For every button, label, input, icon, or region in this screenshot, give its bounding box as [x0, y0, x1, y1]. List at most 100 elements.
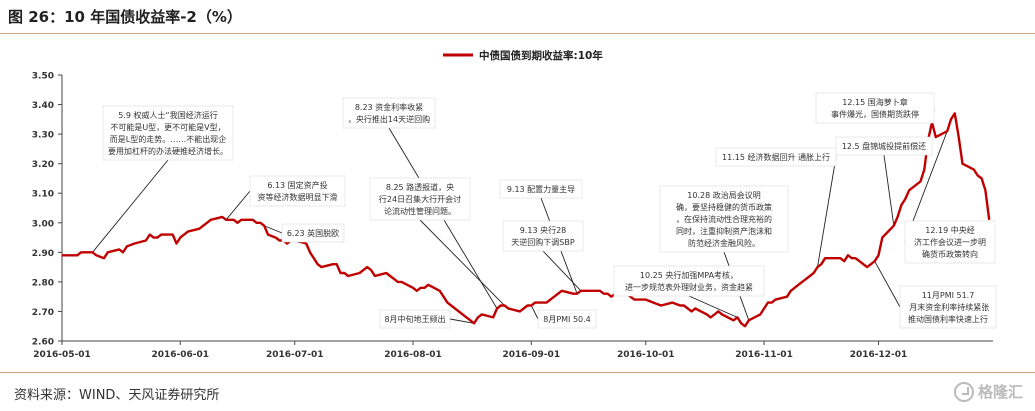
annotation-text: 11月PMI 51.7 月末资金利率持续紧张推动国债利率快速上行 [907, 291, 990, 324]
annotation-text: 8.23 资金利率收紧 ，央行推出14天逆回购 [348, 102, 430, 124]
annotation-line: 11月PMI 51.7 [922, 291, 975, 300]
annotation-leader [688, 295, 738, 318]
annotation-line: 9.13 央行28 [520, 225, 567, 235]
title-divider [0, 33, 1035, 34]
annotation-line: 事件爆光，国债期货跌停 [831, 109, 919, 119]
annotation-leader [883, 154, 895, 226]
annotation-text: 6.23 英国脱欧 [287, 228, 339, 238]
y-tick-label: 2.90 [32, 249, 54, 259]
annotation-line: 6.13 固定资产投 [267, 180, 327, 190]
annotation-text: 8月PMI 50.4 [543, 315, 591, 324]
x-tick-label: 2016-12-01 [850, 350, 908, 360]
annotation-line: 5.9 权威人士“我国经济运行 [118, 110, 217, 120]
annotation-leaders [92, 107, 948, 324]
annotation-line: 10.28 政治局会议明 [687, 190, 760, 200]
annotation-box [502, 220, 584, 252]
annotation-leader [92, 159, 169, 253]
annotation-leader [817, 156, 837, 268]
annotation-leader [530, 305, 539, 320]
line-chart: 2.60 2.70 2.80 2.90 3.00 3.10 3.20 3.30 3.40 3.50… [32, 49, 997, 360]
annotation-box [715, 147, 837, 167]
annotation-box [342, 97, 436, 129]
y-tick-label: 2.70 [32, 308, 54, 318]
y-tick-label: 3.30 [32, 131, 54, 141]
y-tick-label: 2.80 [32, 278, 54, 288]
x-tick-label: 2016-05-01 [33, 350, 91, 360]
annotation-box [379, 309, 451, 329]
annotation-box [613, 265, 765, 297]
annotation-line: 论流动性管理问题。 [384, 206, 456, 216]
annotation-line: ，央行推出14天逆回购 [348, 114, 430, 124]
x-tick-label: 2016-09-01 [503, 350, 561, 360]
annotation-box [815, 92, 935, 124]
annotation-box [899, 285, 997, 329]
annotation-line: 而是L型的走势。……不能出现企 [110, 134, 226, 144]
annotation-line: 8.25 路透报道，央 [386, 182, 454, 192]
annotation-text: 10.28 政治局会议明确，要坚持稳健的货币政策 ，在保持流动性合理充裕的同时，注… [676, 190, 772, 248]
annotation-line: 9.13 配置力量主导 [507, 184, 575, 194]
annotation-line: 不可能是U型，更不可能是V型， [110, 122, 225, 132]
annotation-line: ，在保持流动性合理充裕的 [676, 214, 772, 224]
annotation-text: 10.25 央行加强MPA考核， 进一步规范表外理财业务，资金趋紧 [625, 270, 753, 292]
annotation-line: 8.23 资金利率收紧 [355, 102, 423, 112]
annotation-line: 防范经济金融风险。 [688, 238, 760, 248]
annotation-line: 推动国债利率快速上行 [908, 314, 988, 324]
y-tick-label: 3.10 [32, 190, 54, 200]
series-line [62, 112, 991, 328]
annotation-line: 月末资金利率持续紧张 [907, 302, 990, 312]
annotation-leader [419, 219, 505, 306]
y-tick-label: 2.60 [32, 338, 54, 348]
source-divider [0, 372, 1035, 373]
annotation-line: 要用加杠杆的办法硬推经济增长。 [108, 146, 228, 156]
annotation-text: 9.13 央行28 天逆回购下调SBP [511, 225, 575, 247]
annotation-leader [225, 190, 251, 221]
annotation-line: 资等经济数据明显下滑 [258, 192, 338, 202]
x-tick-label: 2016-08-01 [384, 350, 442, 360]
annotation-line: 天逆回购下调SBP [511, 237, 575, 247]
y-tick-label: 3.00 [32, 219, 54, 229]
annotation-line: 12.5 盘锦城投提前偿还 [842, 141, 926, 151]
annotation-text: 5.9 权威人士“我国经济运行不可能是U型，更不可能是V型， 而是L型的走势。……… [108, 110, 228, 156]
annotation-line: 10.25 央行加强MPA考核， [640, 270, 738, 280]
annotation-leader [874, 260, 901, 308]
y-tick-label: 3.20 [32, 160, 54, 170]
annotation-line: 6.23 英国脱欧 [287, 228, 339, 238]
annotation-text: 8.25 路透报道，央行24日召集大行开会讨论流动性管理问题。 [379, 182, 461, 216]
annotation-text: 6.13 固定资产投资等经济数据明显下滑 [258, 180, 338, 202]
annotation-leader [449, 318, 475, 324]
annotation-line: 确货币政策转向 [922, 249, 978, 259]
annotation-box [904, 220, 996, 264]
chart-axes: 2.60 2.70 2.80 2.90 3.00 3.10 3.20 3.30 3.40 3.50… [32, 72, 993, 360]
annotation-line: 12.19 中央经 [925, 225, 974, 235]
legend-label: 中债国债到期收益率:10年 [479, 49, 603, 62]
x-tick-label: 2016-07-01 [266, 350, 324, 360]
y-tick-label: 3.50 [32, 72, 54, 82]
x-tick-label: 2016-06-01 [151, 350, 209, 360]
annotation-box [249, 175, 346, 207]
source-note: 资料来源：WIND、天风证券研究所 [14, 388, 220, 403]
annotation-text: 11.15 经济数据回升 通胀上行 [722, 152, 830, 162]
x-tick-label: 2016-10-01 [617, 350, 675, 360]
y-tick-label: 3.40 [32, 101, 54, 111]
watermark: 格隆汇 [953, 381, 1023, 402]
x-tick-label: 2016-11-01 [735, 350, 793, 360]
annotation-line: 8月中旬地王频出 [384, 314, 445, 324]
figure-title: 图 26：10 年国债收益率-2（%） [8, 8, 242, 26]
chart-legend: 中债国债到期收益率:10年 [443, 49, 603, 62]
annotation-line: 行24日召集大行开会讨 [379, 194, 461, 204]
annotation-box [537, 309, 597, 329]
annotation-box [659, 185, 789, 253]
annotation-leader [264, 225, 283, 234]
annotation-line: 济工作会议进一步明 [914, 237, 986, 247]
annotation-line: 确，要坚持稳健的货币政策 [676, 202, 772, 212]
annotation-line: 进一步规范表外理财业务，资金趋紧 [625, 282, 753, 292]
annotation-line: 12.15 国海萝卜章 [842, 97, 907, 107]
annotation-box [102, 105, 234, 161]
annotation-line: 11.15 经济数据回升 通胀上行 [722, 152, 830, 162]
watermark-text: 格隆汇 [977, 383, 1023, 401]
annotation-text: 12.19 中央经济工作会议进一步明确货币政策转向 [914, 225, 986, 259]
annotation-box [369, 177, 471, 221]
watermark-logo-icon [953, 381, 974, 402]
annotation-leader [542, 250, 582, 292]
annotation-text: 9.13 配置力量主导 [507, 184, 575, 194]
